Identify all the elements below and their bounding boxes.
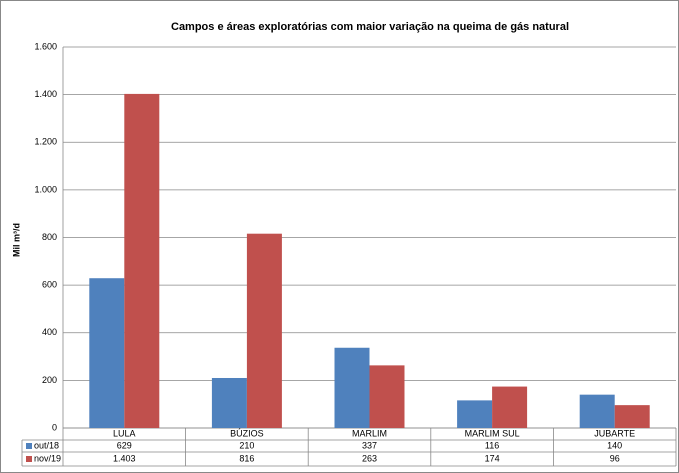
x-tick-label: BÚZIOS bbox=[230, 428, 264, 438]
bar bbox=[614, 405, 650, 428]
bar bbox=[124, 93, 160, 429]
y-tick-label: 200 bbox=[42, 375, 57, 385]
y-tick-label: 0 bbox=[52, 422, 57, 432]
table-value: 210 bbox=[239, 440, 254, 450]
legend-label: out/18 bbox=[34, 440, 59, 450]
y-tick-label: 600 bbox=[42, 280, 57, 290]
chart-title: Campos e áreas exploratórias com maior v… bbox=[171, 21, 569, 33]
bar bbox=[334, 347, 370, 428]
y-tick-label: 800 bbox=[42, 232, 57, 242]
bar bbox=[457, 400, 493, 428]
x-tick-label: MARLIM bbox=[352, 428, 387, 438]
y-tick-label: 1.000 bbox=[34, 184, 57, 194]
bar bbox=[369, 365, 405, 428]
table-value: 629 bbox=[117, 440, 132, 450]
table-value: 263 bbox=[362, 453, 377, 463]
table-value: 96 bbox=[610, 453, 620, 463]
bar bbox=[492, 386, 528, 428]
table-value: 116 bbox=[485, 440, 499, 450]
legend-swatch bbox=[26, 456, 32, 462]
table-value: 174 bbox=[485, 453, 500, 463]
bar bbox=[246, 233, 282, 428]
legend-label: nov/19 bbox=[34, 453, 61, 463]
x-tick-label: LULA bbox=[113, 428, 136, 438]
x-tick-label: JUBARTE bbox=[594, 428, 635, 438]
bar bbox=[211, 377, 247, 428]
y-tick-label: 1.600 bbox=[34, 41, 57, 51]
y-tick-label: 1.400 bbox=[34, 89, 57, 99]
table-value: 816 bbox=[239, 453, 254, 463]
x-tick-label: MARLIM SUL bbox=[465, 428, 520, 438]
table-value: 140 bbox=[607, 440, 622, 450]
bar bbox=[579, 394, 615, 428]
y-axis-label: Mil m³/d bbox=[11, 223, 21, 257]
table-value: 1.403 bbox=[113, 453, 136, 463]
legend-swatch bbox=[26, 443, 32, 449]
y-tick-label: 400 bbox=[42, 327, 57, 337]
table-value: 337 bbox=[362, 440, 377, 450]
y-tick-label: 1.200 bbox=[34, 137, 57, 147]
bar bbox=[89, 278, 125, 428]
